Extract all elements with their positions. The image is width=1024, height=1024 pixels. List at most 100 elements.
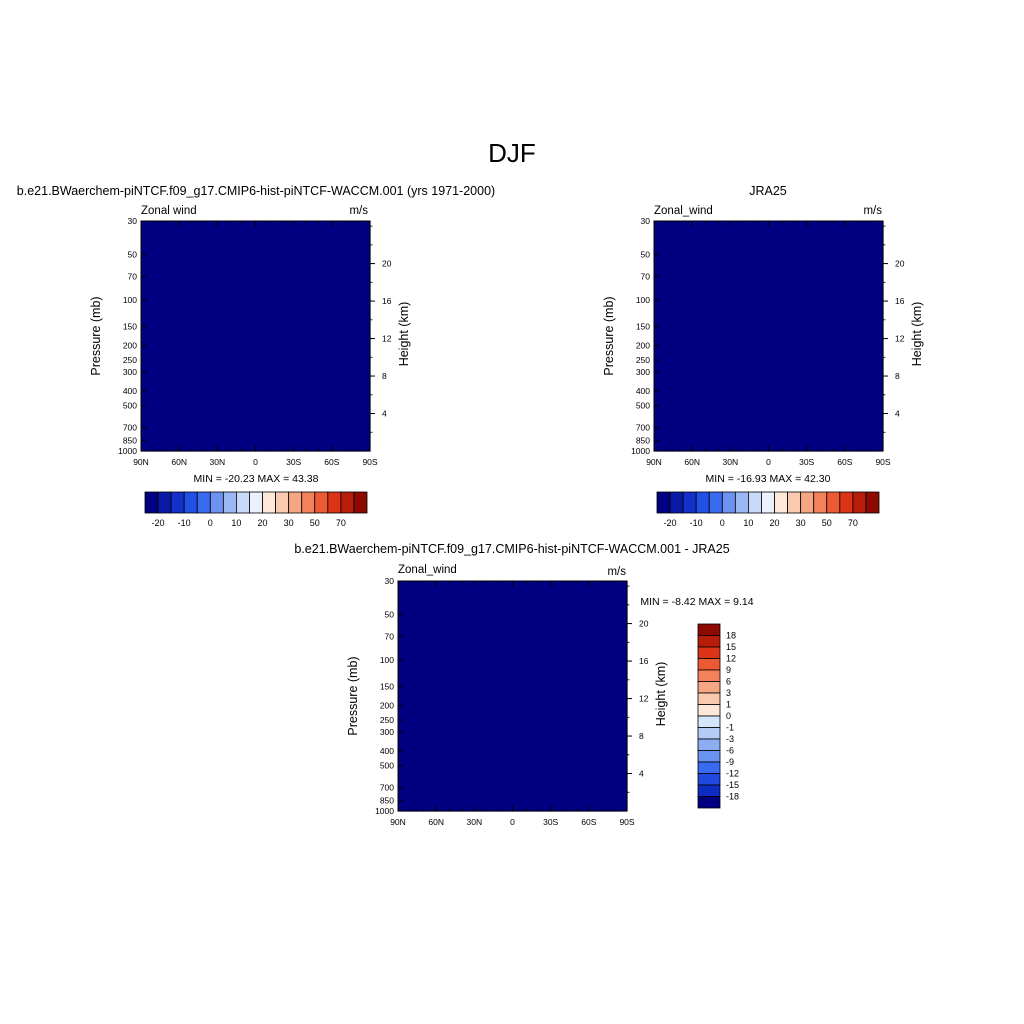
contour-cell	[837, 308, 843, 314]
contour-cell	[786, 271, 792, 277]
contour-cell	[232, 294, 238, 300]
contour-cell	[305, 400, 312, 406]
contour-cell	[351, 414, 357, 420]
contour-cell	[745, 336, 751, 342]
contour-cell	[800, 446, 806, 452]
contour-cell	[237, 432, 243, 438]
contour-cell	[736, 391, 742, 397]
contour-cell	[786, 267, 792, 273]
contour-cell	[777, 405, 783, 411]
contour-cell	[163, 400, 170, 406]
contour-cell	[672, 271, 678, 277]
contour-cell	[805, 271, 811, 277]
contour-cell	[777, 418, 783, 424]
contour-cell	[241, 276, 247, 282]
contour-cell	[360, 221, 367, 227]
contour-cell	[809, 395, 815, 401]
contour-cell	[282, 285, 289, 291]
contour-cell	[809, 363, 815, 369]
contour-cell	[209, 326, 215, 332]
contour-cell	[805, 423, 811, 429]
contour-cell	[699, 359, 705, 365]
contour-cell	[282, 372, 289, 378]
contour-cell	[145, 257, 151, 263]
colorbar-box	[340, 491, 355, 514]
contour-cell	[713, 271, 719, 277]
contour-cell	[713, 267, 719, 273]
contour-cell	[264, 386, 270, 392]
contour-cell	[713, 372, 719, 378]
contour-cell	[860, 391, 866, 397]
contour-cell	[731, 349, 738, 355]
contour-cell	[205, 322, 211, 328]
contour-cell	[145, 340, 151, 346]
contour-cell	[699, 414, 705, 420]
contour-cell	[708, 340, 715, 346]
contour-cell	[731, 418, 738, 424]
contour-cell	[255, 294, 261, 300]
contour-cell	[667, 349, 673, 355]
contour-cell	[768, 280, 774, 286]
contour-cell	[855, 267, 861, 273]
contour-cell	[754, 441, 760, 447]
contour-cell	[841, 340, 847, 346]
contour-cell	[328, 409, 334, 415]
contour-cell	[736, 377, 742, 383]
contour-cell	[237, 322, 243, 328]
contour-cell	[356, 414, 362, 420]
contour-cell	[805, 359, 811, 365]
contour-cell	[777, 345, 783, 351]
contour-cell	[337, 391, 344, 397]
contour-cell	[695, 244, 701, 250]
contour-cell	[292, 437, 298, 443]
contour-cell	[727, 441, 733, 447]
contour-cell	[296, 391, 302, 397]
contour-cell	[273, 276, 279, 282]
contour-cell	[846, 377, 852, 383]
contour-cell	[264, 239, 270, 245]
contour-cell	[177, 428, 183, 434]
contour-cell	[837, 405, 843, 411]
contour-cell	[182, 377, 188, 383]
contour-cell	[159, 391, 165, 397]
contour-cell	[731, 359, 738, 365]
contour-cell	[828, 345, 834, 351]
colorbar-box	[183, 491, 198, 514]
contour-cell	[173, 280, 179, 286]
contour-cell	[246, 432, 252, 438]
contour-cell	[727, 230, 733, 236]
contour-cell	[727, 372, 733, 378]
contour-cell	[278, 359, 284, 365]
contour-cell	[690, 414, 696, 420]
contour-cell	[177, 349, 183, 355]
contour-cell	[315, 262, 321, 268]
contour-cell	[246, 386, 252, 392]
contour-cell	[699, 253, 705, 259]
contour-cell	[150, 386, 156, 392]
contour-cell	[310, 441, 316, 447]
contour-cell	[864, 395, 870, 401]
contour-cell	[214, 285, 220, 291]
contour-cell	[337, 441, 344, 447]
contour-cell	[200, 418, 206, 424]
contour-cell	[186, 414, 192, 420]
contour-cell	[722, 368, 728, 374]
contour-cell	[163, 409, 170, 415]
contour-cell	[141, 349, 147, 355]
contour-cell	[328, 294, 334, 300]
contour-cell	[315, 253, 321, 259]
contour-cell	[250, 299, 257, 305]
contour-cell	[159, 372, 165, 378]
contour-cell	[195, 363, 202, 369]
contour-cell	[333, 280, 339, 286]
contour-cell	[754, 368, 760, 374]
contour-cell	[342, 437, 348, 443]
contour-cell	[305, 317, 312, 323]
contour-cell	[818, 368, 825, 374]
contour-cell	[292, 322, 298, 328]
contour-cell	[200, 271, 206, 277]
contour-cell	[722, 432, 728, 438]
contour-cell	[177, 313, 183, 319]
contour-cell	[337, 349, 344, 355]
contour-cell	[864, 432, 870, 438]
